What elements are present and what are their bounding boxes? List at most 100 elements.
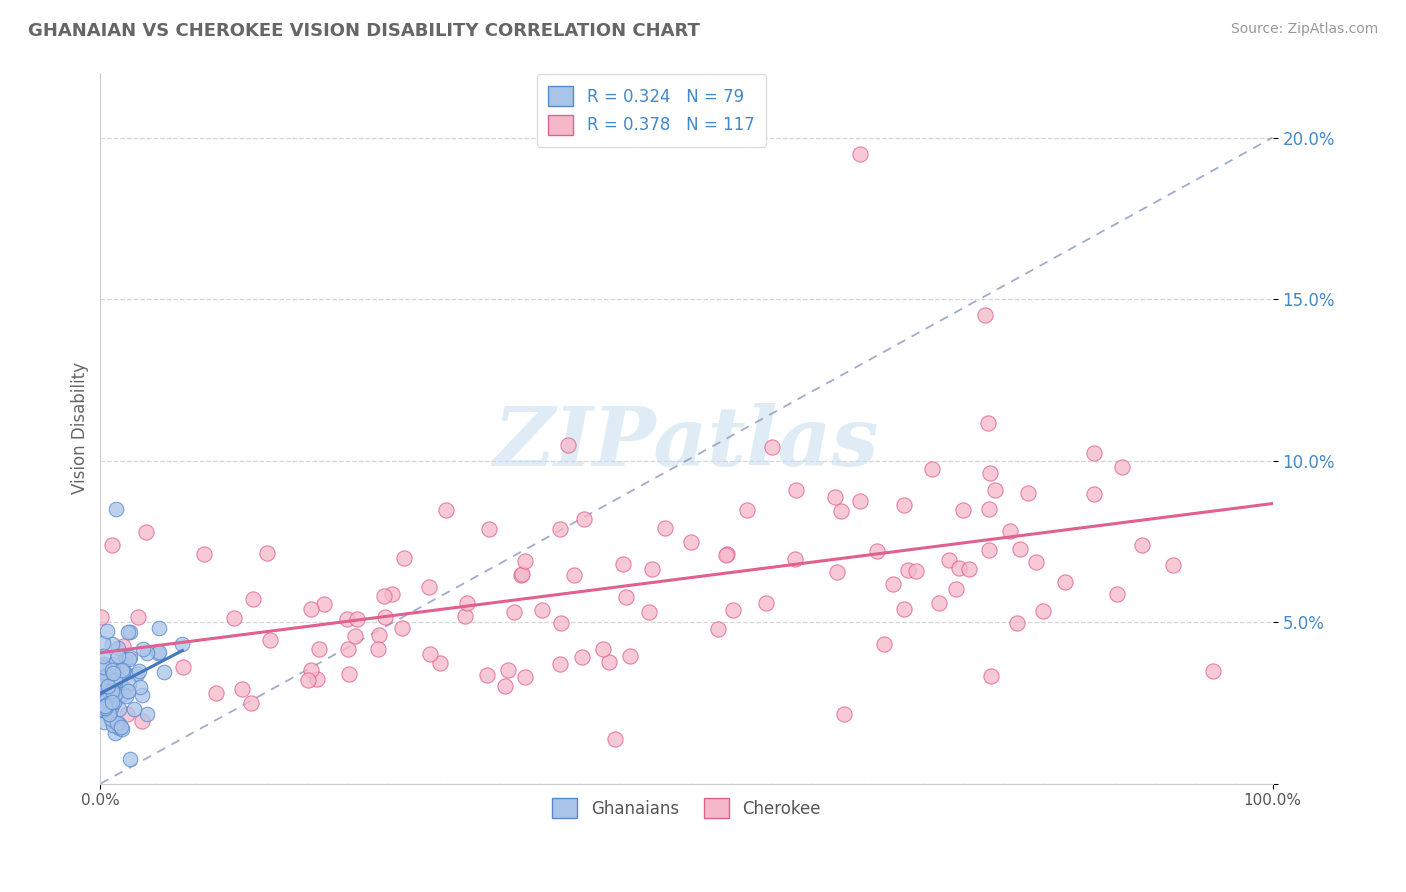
Point: [101, 665, 124, 680]
Text: GHANAIAN VS CHEROKEE VISION DISABILITY CORRELATION CHART: GHANAIAN VS CHEROKEE VISION DISABILITY C…: [28, 22, 700, 40]
Point: [1032, 604, 1054, 618]
Point: [148, 621, 170, 635]
Point: [456, 597, 478, 611]
Point: [502, 606, 524, 620]
Point: [1025, 555, 1047, 569]
Point: [830, 504, 852, 518]
Point: [761, 441, 783, 455]
Point: [980, 669, 1002, 683]
Point: [93, 699, 115, 714]
Point: [640, 562, 662, 576]
Point: [494, 679, 516, 693]
Point: [104, 673, 127, 688]
Point: [100, 712, 122, 726]
Point: [515, 670, 537, 684]
Point: [135, 646, 157, 660]
Point: [93, 657, 115, 672]
Point: [638, 605, 661, 619]
Point: [96, 668, 118, 682]
Point: [134, 524, 156, 539]
Point: [945, 582, 967, 596]
Point: [114, 666, 136, 681]
Point: [1007, 615, 1029, 630]
Point: [93, 690, 115, 704]
Point: [239, 696, 262, 710]
Point: [101, 663, 124, 677]
Point: [117, 625, 139, 640]
Point: [100, 538, 122, 552]
Point: [122, 701, 145, 715]
Point: [132, 641, 155, 656]
Point: [111, 663, 134, 677]
Point: [97, 679, 120, 693]
Point: [97, 696, 120, 710]
Point: [1105, 587, 1128, 601]
Point: [948, 561, 970, 575]
Point: [256, 546, 278, 560]
Point: [394, 550, 416, 565]
Point: [824, 490, 846, 504]
Point: [100, 701, 122, 715]
Point: [574, 512, 596, 526]
Point: [707, 623, 730, 637]
Point: [111, 664, 134, 678]
Point: [737, 503, 759, 517]
Point: [108, 702, 131, 716]
Point: [510, 568, 533, 582]
Point: [101, 695, 124, 709]
Point: [339, 667, 361, 681]
Point: [1083, 487, 1105, 501]
Point: [117, 683, 139, 698]
Point: [91, 678, 114, 692]
Point: [222, 611, 245, 625]
Point: [391, 621, 413, 635]
Point: [882, 577, 904, 591]
Point: [231, 682, 253, 697]
Point: [973, 308, 995, 322]
Point: [897, 563, 920, 577]
Point: [115, 706, 138, 721]
Point: [146, 646, 169, 660]
Point: [108, 716, 131, 731]
Point: [103, 657, 125, 671]
Point: [714, 548, 737, 562]
Point: [299, 663, 322, 677]
Point: [755, 596, 778, 610]
Point: [977, 543, 1000, 558]
Point: [1202, 664, 1225, 678]
Point: [153, 665, 176, 679]
Point: [107, 648, 129, 663]
Point: [614, 591, 637, 605]
Point: [367, 641, 389, 656]
Legend: Ghanaians, Cherokee: Ghanaians, Cherokee: [546, 791, 827, 825]
Point: [977, 416, 1000, 430]
Point: [314, 598, 336, 612]
Point: [110, 720, 132, 734]
Point: [785, 483, 807, 497]
Point: [115, 689, 138, 703]
Point: [131, 714, 153, 728]
Point: [101, 718, 124, 732]
Point: [612, 557, 634, 571]
Point: [118, 650, 141, 665]
Point: [93, 698, 115, 713]
Point: [475, 668, 498, 682]
Point: [592, 642, 614, 657]
Point: [1017, 485, 1039, 500]
Point: [114, 651, 136, 665]
Point: [127, 609, 149, 624]
Point: [893, 498, 915, 512]
Point: [1000, 524, 1022, 538]
Point: [952, 503, 974, 517]
Point: [1053, 574, 1076, 589]
Point: [721, 603, 744, 617]
Point: [832, 707, 855, 722]
Point: [105, 502, 128, 516]
Point: [96, 685, 118, 699]
Point: [496, 663, 519, 677]
Point: [603, 732, 626, 747]
Point: [571, 650, 593, 665]
Point: [91, 636, 114, 650]
Point: [1161, 558, 1184, 573]
Point: [373, 589, 395, 603]
